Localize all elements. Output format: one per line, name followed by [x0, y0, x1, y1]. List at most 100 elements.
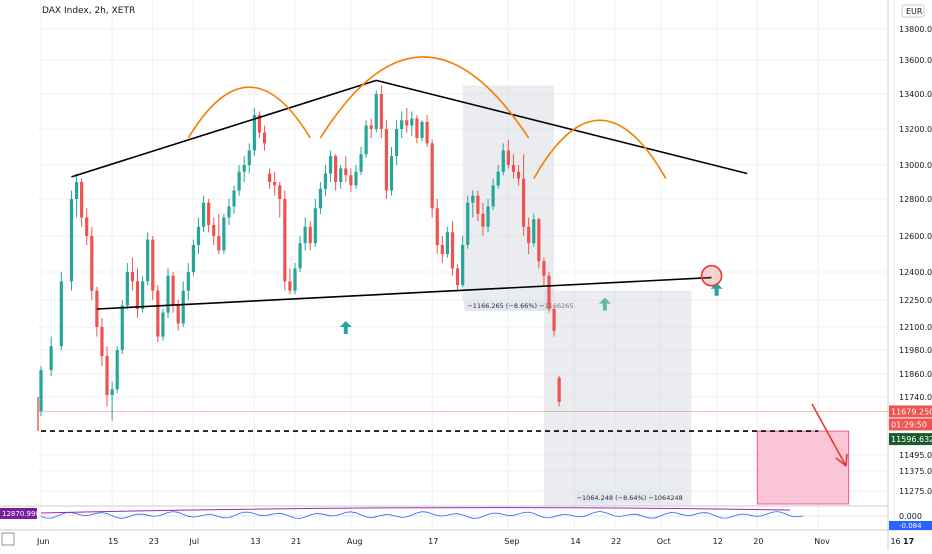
- y-tick-label: 13400.000: [899, 90, 932, 99]
- candle-body: [410, 118, 414, 126]
- candle-body: [430, 143, 434, 209]
- candle-body: [486, 206, 490, 227]
- candle-body: [166, 275, 170, 313]
- x-tick-label: 15: [108, 537, 118, 546]
- right-shoulder: [533, 119, 667, 179]
- candle-body: [516, 171, 521, 179]
- candle-body: [349, 175, 353, 186]
- x-tick-label: 16: [890, 537, 900, 546]
- candle-body: [318, 188, 322, 209]
- candle-body: [217, 236, 221, 251]
- countdown: 01:29:50: [891, 420, 927, 429]
- candle-body: [130, 272, 135, 282]
- x-tick-label: 17: [428, 537, 438, 546]
- candle-body: [389, 156, 394, 191]
- candle-body: [344, 168, 348, 176]
- box-label-bg: [464, 300, 553, 311]
- indicator-left-tag-bg: [0, 508, 37, 519]
- indicator-value-tag-bg: [889, 521, 932, 530]
- candle-body: [359, 154, 363, 172]
- candle-body: [141, 281, 145, 309]
- candle-body: [232, 190, 236, 207]
- y-tick-label: 11860.000: [899, 370, 932, 379]
- candle-body: [257, 115, 262, 133]
- candle-body: [547, 275, 551, 309]
- x-tick-label: 14: [570, 537, 580, 546]
- measure-left: [462, 85, 555, 302]
- candle-body: [506, 150, 510, 165]
- candle-body: [303, 226, 307, 244]
- measure-boxes: −1166.265 (−8.66%) −1166265 −1064.248 (−8…: [462, 85, 850, 506]
- indicator-ma: [40, 507, 791, 514]
- candle-body: [283, 199, 287, 282]
- x-tick-label: Sep: [504, 537, 519, 546]
- y-tick-label: 13800.000: [899, 25, 932, 34]
- candle-body: [237, 171, 241, 191]
- candle-body: [186, 272, 190, 291]
- y-tick-label: 11495.000: [899, 451, 932, 460]
- candle-body: [374, 94, 378, 129]
- up-arrow-1: [339, 321, 352, 334]
- y-tick-label: 11275.000: [899, 487, 932, 496]
- x-tick-label: Nov: [814, 537, 830, 546]
- candle-body: [395, 129, 399, 156]
- candle-body: [491, 185, 495, 207]
- x-tick-label: 22: [611, 537, 621, 546]
- candle-body: [39, 370, 43, 412]
- x-tick-label: Oct: [657, 537, 671, 546]
- target-zone: [756, 430, 850, 505]
- y-tick-label: 12600.000: [899, 232, 932, 241]
- indicator-value-tag: -0.084: [899, 522, 922, 530]
- x-tick-label: 13: [250, 537, 260, 546]
- candle-body: [135, 281, 140, 309]
- candle-body: [288, 281, 292, 291]
- candle-body: [146, 239, 150, 282]
- currency-box: [901, 4, 925, 18]
- y-tick-label: 12250.000: [899, 296, 932, 305]
- candle-body: [120, 305, 124, 350]
- indicator-y-label: 0.000: [899, 512, 922, 521]
- left-shoulder: [187, 86, 311, 139]
- candle-body: [161, 312, 165, 337]
- candle-body: [425, 122, 429, 144]
- y-tick-label: 12800.000: [899, 195, 932, 204]
- currency-label: EUR: [906, 7, 923, 16]
- box-label: −1166.265 (−8.66%) −1166265: [467, 302, 573, 310]
- candle-body: [522, 178, 526, 227]
- candle-body: [278, 185, 282, 199]
- x-tick-label: 20: [753, 537, 763, 546]
- candle-body: [379, 94, 383, 129]
- candle-body: [313, 208, 317, 244]
- candle-body: [461, 245, 465, 286]
- candle-body: [247, 150, 251, 165]
- candle-body: [420, 122, 424, 138]
- last-price: 11679.250: [891, 407, 932, 416]
- y-tick-label: 12400.000: [899, 268, 932, 277]
- x-tick-label: Aug: [347, 537, 363, 546]
- neckline: [96, 276, 712, 310]
- candle-body: [110, 389, 114, 396]
- candle-body: [501, 150, 505, 172]
- candle-body: [201, 202, 206, 227]
- candle-body: [435, 208, 439, 245]
- box-label-bg: [573, 492, 662, 503]
- candle-body: [476, 195, 480, 214]
- candle-body: [542, 261, 546, 276]
- candle-body: [471, 195, 475, 203]
- candle-body: [557, 377, 561, 402]
- y-tick-label: 13000.000: [899, 161, 932, 170]
- head: [319, 56, 530, 139]
- y-tick-label: 13200.000: [899, 125, 932, 134]
- candle-body: [80, 182, 84, 218]
- candle-body: [268, 173, 272, 182]
- candle-body: [262, 132, 267, 144]
- candle-body: [125, 272, 129, 306]
- tradingview-logo-icon: 17: [903, 537, 914, 546]
- candle-body: [115, 350, 119, 390]
- drawings: [37, 56, 888, 467]
- right-downtrend: [376, 79, 748, 175]
- candle-body: [151, 239, 155, 291]
- candle-body: [171, 275, 175, 306]
- candle-body: [191, 245, 195, 272]
- candle-body: [415, 118, 419, 138]
